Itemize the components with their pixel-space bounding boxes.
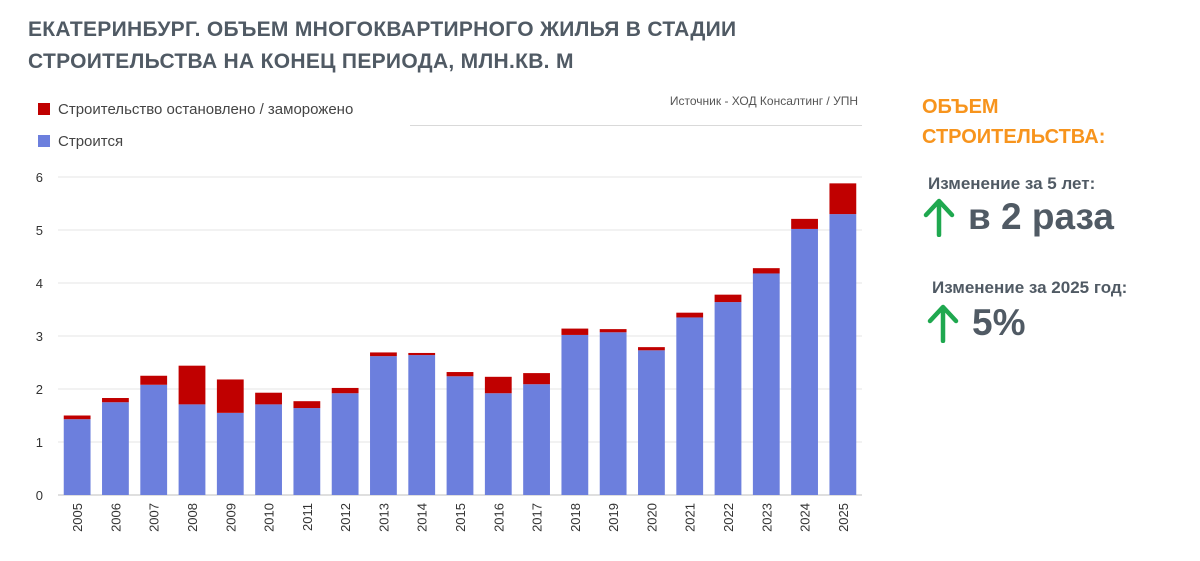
x-tick-label: 2020 [644,503,659,532]
y-tick-label: 0 [36,488,43,503]
bar-frozen [63,415,91,420]
bar-building [331,393,359,495]
y-tick-label: 4 [36,276,43,291]
bar-frozen [829,183,857,215]
bar-building [446,376,474,495]
chart-title-line-1: ЕКАТЕРИНБУРГ. ОБЪЕМ МНОГОКВАРТИРНОГО ЖИЛ… [28,18,737,41]
summary-title-line-1: ОБЪЕМ [922,96,999,118]
bar-building [408,355,436,495]
x-tick-label: 2012 [338,503,353,532]
x-tick-label: 2013 [376,503,391,532]
x-tick-label: 2008 [185,503,200,532]
x-tick-label: 2019 [606,503,621,532]
x-tick-label: 2010 [262,503,277,532]
y-tick-label: 1 [36,435,43,450]
bar-frozen [561,328,589,335]
bar-frozen [484,376,512,394]
bar-frozen [178,365,206,405]
x-tick-label: 2025 [836,503,851,532]
x-tick-label: 2014 [415,503,430,532]
chart-title-line-2: СТРОИТЕЛЬСТВА НА КОНЕЦ ПЕРИОДА, МЛН.КВ. … [28,50,574,73]
bar-frozen [293,401,321,409]
bar-building [178,404,206,495]
bar-building [293,408,321,495]
bar-frozen [331,387,359,394]
x-tick-label: 2024 [798,503,813,532]
source-note: Источник - ХОД Консалтинг / УПН [669,94,858,108]
legend-item-building: Строится [38,125,353,157]
change-5-years-row: в 2 раза [922,196,1192,238]
bar-building [216,412,244,495]
bar-building [102,402,129,495]
bar-frozen [752,268,780,274]
bar-building [63,419,91,495]
bar-frozen [714,294,742,303]
x-tick-label: 2021 [683,503,698,532]
bar-building [714,302,742,495]
legend-swatch-frozen [38,103,50,115]
x-tick-label: 2006 [108,503,123,532]
bar-building [599,332,627,495]
bar-frozen [102,398,129,403]
bar-frozen [255,392,282,405]
source-divider [410,125,862,126]
arrow-up-icon [927,304,959,343]
bar-building [523,384,550,495]
arrow-up-icon [923,198,955,237]
chart-legend: Строительство остановлено / заморожено С… [38,93,353,157]
x-tick-label: 2016 [491,503,506,532]
x-tick-label: 2015 [453,503,468,532]
summary-title-line-2: СТРОИТЕЛЬСТВА: [922,126,1106,148]
bar-frozen [408,352,436,356]
y-tick-label: 3 [36,329,43,344]
summary-panel: ОБЪЕМ СТРОИТЕЛЬСТВА: Изменение за 5 лет:… [922,92,1192,344]
x-tick-label: 2017 [530,503,545,532]
y-tick-label: 5 [36,223,43,238]
change-5-years-value: в 2 раза [968,196,1114,237]
bar-building [638,350,665,495]
bar-frozen [523,373,550,385]
bar-frozen [370,352,397,357]
bar-frozen [791,218,818,229]
bar-frozen [599,329,627,333]
legend-label-frozen: Строительство остановлено / заморожено [58,100,354,118]
legend-swatch-building [38,135,50,147]
bar-building [484,393,512,495]
bar-building [255,404,282,495]
change-5-years-label: Изменение за 5 лет: [928,174,1096,193]
bar-frozen [446,372,474,377]
summary-title: ОБЪЕМ СТРОИТЕЛЬСТВА: [922,92,1192,152]
x-tick-label: 2005 [70,503,85,532]
bar-building [829,214,857,495]
change-year-row: 5% [926,302,1192,344]
x-tick-label: 2009 [223,503,238,532]
bar-frozen [638,347,665,351]
bar-frozen [140,375,168,385]
legend-item-frozen: Строительство остановлено / заморожено [38,93,353,125]
bar-building [370,356,397,495]
bar-chart: 0 1 2 3 4 5 6 2005 2006 2007 2008 2009 2010 2011 2012 2… [36,170,862,532]
x-tick-label: 2018 [568,503,583,532]
bar-frozen [216,379,244,413]
bar-building [676,317,704,495]
chart-title: ЕКАТЕРИНБУРГ. ОБЪЕМ МНОГОКВАРТИРНОГО ЖИЛ… [28,14,737,78]
bar-building [752,273,780,495]
change-year-value: 5% [972,302,1026,343]
bar-building [140,384,168,495]
x-tick-label: 2022 [721,503,736,532]
x-tick-label: 2023 [759,503,774,532]
y-tick-label: 6 [36,170,43,185]
bar-building [561,334,589,495]
y-tick-label: 2 [36,382,43,397]
legend-label-building: Строится [58,132,124,150]
change-year-label: Изменение за 2025 год: [932,278,1128,297]
x-tick-label: 2007 [147,503,162,532]
bar-frozen [676,312,704,318]
x-tick-label: 2011 [300,503,315,531]
bar-building [791,228,818,495]
